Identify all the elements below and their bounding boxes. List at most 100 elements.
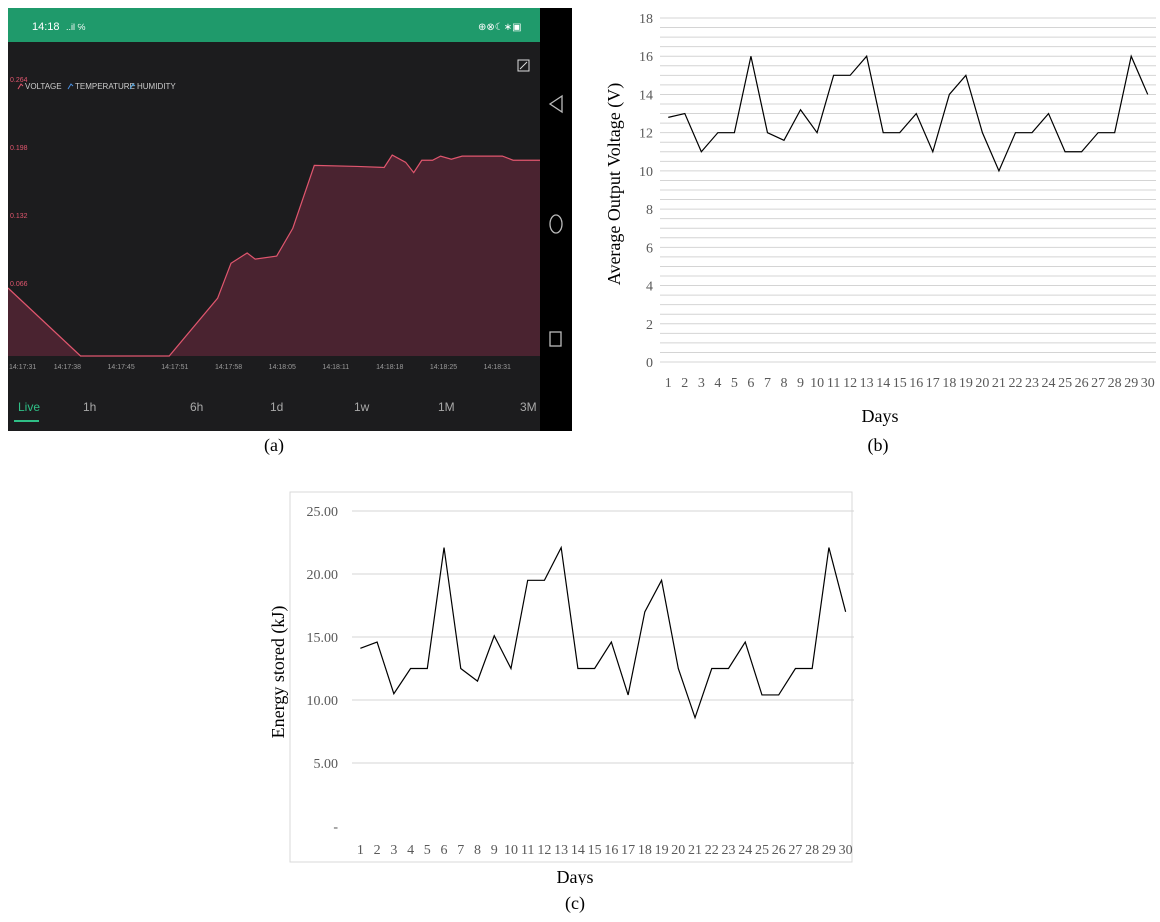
x-tick-label: 16 (604, 843, 618, 858)
x-tick-label: 15 (893, 376, 907, 391)
y-tick-label: 0.132 (10, 213, 28, 220)
x-tick-label: 6 (747, 376, 754, 391)
y-tick-label: 12 (639, 127, 653, 142)
x-tick-label: 14:18:05 (269, 364, 296, 371)
x-tick-label: 20 (975, 376, 989, 391)
x-tick-label: 14:18:11 (322, 364, 349, 371)
chart-b-gridlines (660, 17, 1156, 363)
voltage-area (8, 155, 540, 356)
y-tick-label: 0 (646, 356, 653, 371)
y-tick-label: 10.00 (307, 694, 339, 709)
status-signal: ..il ℅ (66, 22, 86, 32)
expand-icon[interactable] (517, 59, 530, 72)
voltage-chart: 0 2 4 6 8 10 12 14 16 18 1 2 3 4 5 6 7 8 9 10 11 12 13 14 15 16 1… (598, 4, 1158, 434)
x-tick-label: 29 (822, 843, 836, 858)
legend-item-temperature: TEMPERATURE (75, 82, 135, 91)
chart-c-y-ticks: - 5.00 10.00 15.00 20.00 25.00 (307, 505, 339, 835)
x-tick-label: 14:17:51 (161, 364, 188, 371)
x-tick-label: 19 (959, 376, 973, 391)
legend-item-voltage: VOLTAGE (25, 82, 62, 91)
status-icons: ⊕⊗☾∗▣ (478, 22, 522, 33)
x-tick-label: 14 (876, 376, 890, 391)
chart-c-frame (289, 491, 853, 863)
chart-c-y-axis-label: Energy stored (kJ) (268, 606, 289, 739)
x-tick-label: 14:17:45 (107, 364, 134, 371)
x-tick-label: 24 (1042, 376, 1056, 391)
x-tick-label: 13 (554, 843, 568, 858)
x-tick-label: 10 (810, 376, 824, 391)
home-icon[interactable] (549, 214, 563, 234)
x-tick-label: 20 (671, 843, 685, 858)
x-tick-label: 19 (655, 843, 669, 858)
x-tick-label: 7 (764, 376, 771, 391)
chart-a-x-ticks: 14:17:31 14:17:38 14:17:45 14:17:51 14:17:58… (9, 364, 511, 371)
y-tick-label: 8 (646, 203, 653, 218)
chart-c-x-ticks: 1 2 3 4 5 6 7 8 9 10 11 12 13 14 15 16 17 18 19 20 21 22 23 24 2… (357, 843, 853, 858)
x-tick-label: 3 (698, 376, 705, 391)
y-tick-label: 14 (639, 88, 653, 103)
chart-b-y-axis-label: Average Output Voltage (V) (604, 83, 625, 285)
status-time: 14:18 (32, 21, 60, 33)
x-tick-label: 18 (638, 843, 652, 858)
chart-a-plot (7, 154, 540, 357)
x-tick-label: 25 (1058, 376, 1072, 391)
range-tab-3m[interactable]: 3M (520, 400, 537, 414)
x-tick-label: 8 (781, 376, 788, 391)
x-tick-label: 10 (504, 843, 518, 858)
back-icon[interactable] (548, 94, 563, 114)
x-tick-label: 24 (738, 843, 752, 858)
chart-a-legend: VOLTAGE TEMPERATURE HUMIDITY (17, 82, 176, 91)
range-tab-1w[interactable]: 1w (354, 400, 370, 414)
range-tab-1m[interactable]: 1M (438, 400, 455, 414)
y-tick-label: 0.264 (10, 77, 28, 84)
x-tick-label: 12 (537, 843, 551, 858)
y-tick-label: 15.00 (307, 631, 339, 646)
y-tick-label: 0.198 (10, 145, 28, 152)
voltage-line (7, 154, 540, 357)
x-tick-label: 9 (491, 843, 498, 858)
x-tick-label: 8 (474, 843, 481, 858)
y-tick-label: 5.00 (314, 757, 339, 772)
range-tab-1d[interactable]: 1d (270, 400, 283, 414)
y-tick-label: 18 (639, 12, 653, 27)
y-tick-label: 10 (639, 165, 653, 180)
x-tick-label: 4 (407, 843, 414, 858)
x-tick-label: 3 (390, 843, 397, 858)
x-tick-label: 14:17:58 (215, 364, 242, 371)
chart-b-series-line (668, 54, 1149, 173)
x-tick-label: 23 (1025, 376, 1039, 391)
x-tick-label: 4 (714, 376, 721, 391)
energy-chart: -5.00 10.00 15.00 20.00 25.00 1 2 3 4 5 6 7 8 9 10 11 1… (262, 490, 866, 887)
x-tick-label: 15 (588, 843, 602, 858)
range-tab-1h[interactable]: 1h (83, 400, 96, 414)
legend-item-humidity: HUMIDITY (137, 82, 176, 91)
x-tick-label: 29 (1124, 376, 1138, 391)
x-tick-label: 9 (797, 376, 804, 391)
caption-b: (b) (867, 435, 889, 455)
x-tick-label: 2 (374, 843, 381, 858)
x-tick-label: 21 (992, 376, 1006, 391)
x-tick-label: 5 (424, 843, 431, 858)
x-tick-label: 27 (1091, 376, 1105, 391)
x-tick-label: 6 (441, 843, 448, 858)
chart-c-gridlines (352, 510, 854, 764)
x-tick-label: 12 (843, 376, 857, 391)
x-tick-label: 27 (788, 843, 802, 858)
x-tick-label: 14:17:31 (9, 364, 36, 371)
legend-swatch-2 (129, 83, 136, 90)
range-tab-6h[interactable]: 6h (190, 400, 203, 414)
chart-c-series-line (360, 545, 847, 720)
x-tick-label: 7 (457, 843, 464, 858)
recent-apps-icon[interactable] (549, 331, 562, 347)
chart-b-x-axis-label: Days (862, 406, 899, 426)
phone-screenshot: 14:18 ..il ℅ ⊕⊗☾∗▣ VOLTAGE TEMPERATURE HUM… (7, 8, 572, 431)
x-tick-label: 1 (357, 843, 364, 858)
y-tick-label: 25.00 (307, 505, 339, 520)
range-tab-live[interactable]: Live (18, 400, 40, 414)
y-tick-label: 16 (639, 50, 653, 65)
caption-c: (c) (565, 893, 585, 913)
phone-chart-svg: 14:18 ..il ℅ ⊕⊗☾∗▣ VOLTAGE TEMPERATURE HUM… (7, 8, 572, 431)
x-tick-label: 28 (1108, 376, 1122, 391)
y-tick-label: 4 (646, 280, 653, 295)
